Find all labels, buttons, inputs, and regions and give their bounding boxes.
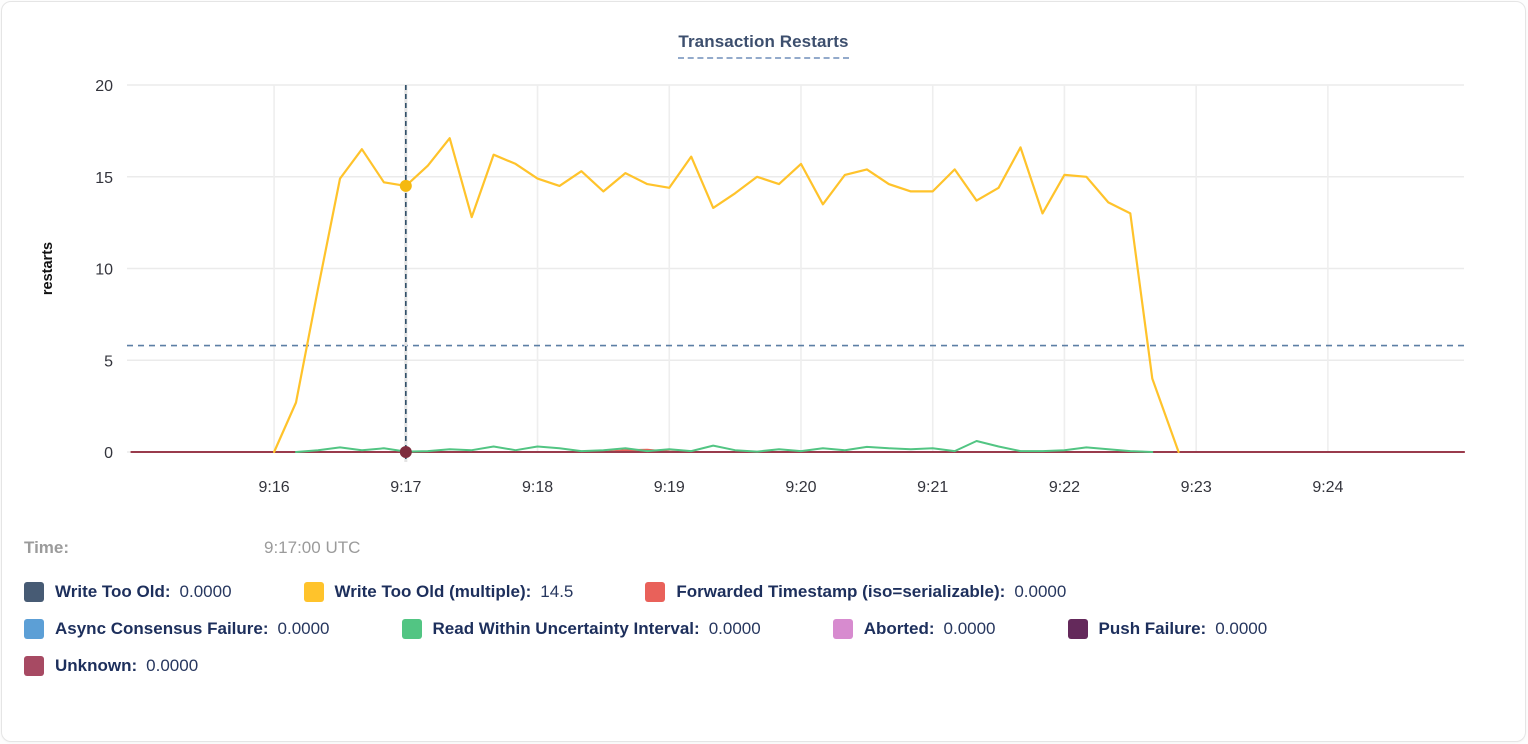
- y-tick-label: 15: [95, 170, 113, 187]
- x-tick-label: 9:17: [390, 479, 421, 496]
- legend-row-1: Write Too Old: 0.0000 Write Too Old (multi…: [24, 582, 1525, 602]
- crosshair-dot-unknown: [399, 446, 412, 458]
- chart-title[interactable]: Transaction Restarts: [678, 32, 849, 59]
- series-line-read-within-uncertainty-interval: [295, 440, 1154, 453]
- legend-item: Unknown: 0.0000: [24, 656, 198, 676]
- x-tick-label: 9:20: [785, 479, 816, 496]
- legend-series-label: Read Within Uncertainty Interval:: [432, 619, 700, 638]
- legend-series-label: Unknown:: [55, 656, 138, 675]
- legend-series-label: Async Consensus Failure:: [55, 619, 269, 638]
- x-tick-label: 9:18: [522, 479, 553, 496]
- legend-row-2: Async Consensus Failure: 0.0000 Read Withi…: [24, 619, 1525, 639]
- legend-series-label: Push Failure:: [1098, 619, 1207, 638]
- legend-series-value: 0.0000: [277, 619, 330, 638]
- x-tick-label: 9:24: [1312, 479, 1343, 496]
- legend-item: Write Too Old (multiple): 14.5: [303, 582, 574, 602]
- x-tick-label: 9:23: [1181, 479, 1212, 496]
- legend-row-3: Unknown: 0.0000: [24, 656, 1525, 676]
- y-tick-label: 5: [104, 353, 113, 370]
- x-tick-label: 9:19: [654, 479, 685, 496]
- chart-legend: Write Too Old: 0.0000 Write Too Old (multi…: [2, 582, 1525, 676]
- legend-item: Aborted: 0.0000: [832, 619, 996, 639]
- hover-time-label: Time:: [24, 538, 70, 557]
- legend-series-value: 0.0000: [179, 582, 232, 601]
- legend-series-label: Forwarded Timestamp (iso=serializable):: [676, 582, 1006, 601]
- hover-time-row: Time: 9:17:00 UTC: [2, 536, 1525, 560]
- legend-series-label: Write Too Old:: [55, 582, 171, 601]
- legend-series-value: 0.0000: [708, 619, 761, 638]
- hover-time-value: 9:17:00 UTC: [264, 538, 361, 557]
- legend-swatch-icon: [401, 619, 422, 639]
- legend-item: Forwarded Timestamp (iso=serializable): 0…: [645, 582, 1066, 602]
- series-line-write-too-old-multiple: [273, 137, 1180, 454]
- legend-series-value: 14.5: [540, 582, 574, 601]
- y-tick-label: 0: [104, 445, 113, 462]
- legend-series-label: Write Too Old (multiple):: [334, 582, 532, 601]
- legend-swatch-icon: [303, 582, 324, 602]
- legend-swatch-icon: [24, 656, 44, 676]
- legend-item: Push Failure: 0.0000: [1067, 619, 1268, 639]
- line-chart[interactable]: 0 5 10 15 20 9:16 9:17 9:18 9:19 9:20 9:21 9:22 9:23…: [2, 62, 1512, 514]
- legend-swatch-icon: [24, 619, 44, 639]
- legend-item: Write Too Old: 0.0000: [24, 582, 232, 602]
- y-axis-title: restarts: [40, 242, 56, 295]
- y-tick-label: 20: [95, 78, 113, 95]
- crosshair-dot-write-too-old-multiple: [399, 179, 412, 192]
- legend-series-label: Aborted:: [863, 619, 935, 638]
- x-tick-label: 9:21: [917, 479, 948, 496]
- legend-swatch-icon: [1067, 619, 1088, 639]
- y-tick-label: 10: [95, 262, 113, 279]
- x-tick-label: 9:16: [259, 479, 290, 496]
- legend-swatch-icon: [832, 619, 853, 639]
- legend-swatch-icon: [645, 582, 666, 602]
- x-tick-label: 9:22: [1049, 479, 1080, 496]
- legend-swatch-icon: [24, 582, 44, 602]
- legend-series-value: 0.0000: [1215, 619, 1268, 638]
- chart-header: Transaction Restarts: [2, 2, 1525, 62]
- legend-series-value: 0.0000: [1014, 582, 1067, 601]
- legend-series-value: 0.0000: [943, 619, 996, 638]
- legend-item: Async Consensus Failure: 0.0000: [24, 619, 330, 639]
- legend-series-value: 0.0000: [146, 656, 199, 675]
- legend-item: Read Within Uncertainty Interval: 0.0000: [401, 619, 761, 639]
